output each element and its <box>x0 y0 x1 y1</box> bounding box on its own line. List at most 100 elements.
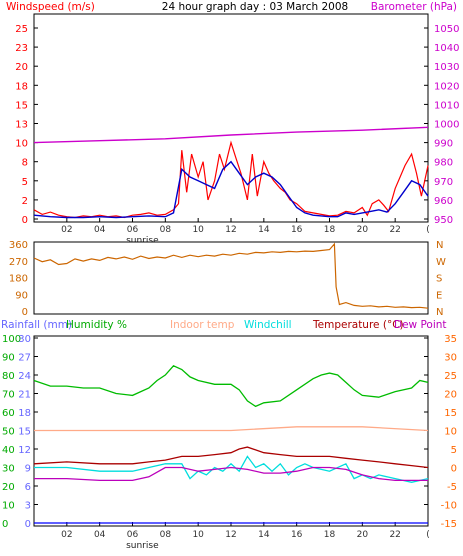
bottom-time-axis: 02 04 06 08 10 12 14 16 18 20 22 (sunrise <box>61 522 430 551</box>
direction-compass-tick: N <box>436 307 443 318</box>
time-tick: 18 <box>324 225 336 235</box>
humidity-tick: 70 <box>2 390 15 401</box>
barometer-tick: 960 <box>434 196 453 207</box>
time-tick: 06 <box>127 225 139 235</box>
humidity-tick: 50 <box>2 427 15 438</box>
time-tick: 12 <box>225 530 236 540</box>
barometer-tick: 980 <box>434 158 453 169</box>
temperature-tick: 35 <box>444 334 457 345</box>
average-windspeed-line <box>33 160 429 219</box>
time-tick: 12 <box>225 225 236 235</box>
humidity-tick: 60 <box>2 408 15 419</box>
direction-compass-tick: E <box>436 290 442 301</box>
temperature-tick: 10 <box>444 427 457 438</box>
legend-indoor-temp: Indoor temp <box>170 319 235 331</box>
barometer-tick: 1030 <box>434 62 459 73</box>
time-tick: 04 <box>94 530 106 540</box>
time-tick: 02 <box>61 225 72 235</box>
rainfall-tick: 18 <box>18 408 31 419</box>
windchill-line <box>34 455 429 483</box>
humidity-tick: 0 <box>2 519 8 530</box>
direction-degree-tick: 0 <box>22 307 28 318</box>
time-tick: 16 <box>291 530 303 540</box>
direction-compass-tick: W <box>436 257 446 268</box>
legend-windchill: Windchill <box>244 319 292 331</box>
legend-temperature: Temperature (°C) <box>312 319 404 331</box>
barometer-tick: 1040 <box>434 43 459 54</box>
rainfall-tick: 24 <box>18 371 31 382</box>
wind-panel-frame <box>33 13 429 223</box>
humidity-tick: 40 <box>2 445 15 456</box>
windspeed-tick: 5 <box>22 177 28 188</box>
time-tick: 20 <box>357 530 369 540</box>
time-tick: 10 <box>192 530 204 540</box>
barometer-tick-labels: 950 960 970 980 990 1000 1010 1020 1030 1040 1050 <box>424 24 459 226</box>
time-tick: ( <box>426 530 430 540</box>
time-tick: 08 <box>160 225 172 235</box>
chart-title: 24 hour graph day : 03 March 2008 <box>162 1 348 13</box>
rainfall-tick: 12 <box>18 445 31 456</box>
barometer-tick: 1020 <box>434 81 459 92</box>
sunrise-label: sunrise <box>126 541 159 551</box>
windspeed-tick: 2 <box>22 196 28 207</box>
time-tick: 06 <box>127 530 139 540</box>
humidity-tick: 30 <box>2 464 15 475</box>
windspeed-tick: 15 <box>15 100 28 111</box>
barometer-tick: 970 <box>434 177 453 188</box>
temperature-tick: 20 <box>444 390 457 401</box>
time-tick: 02 <box>61 530 72 540</box>
rainfall-tick: 27 <box>18 353 31 364</box>
temperature-tick: 15 <box>444 408 457 419</box>
time-tick: 22 <box>389 530 400 540</box>
humidity-tick: 80 <box>2 371 15 382</box>
indoor-temp-line <box>34 426 429 432</box>
time-tick: 04 <box>94 225 106 235</box>
legend-rainfall: Rainfall (mm) <box>1 319 72 331</box>
wind-series <box>33 126 429 219</box>
windspeed-tick: 13 <box>15 120 28 131</box>
windspeed-tick: 0 <box>22 215 28 226</box>
temperature-tick: -15 <box>441 519 457 530</box>
dew-point-line <box>34 466 428 482</box>
humidity-tick: 90 <box>2 353 15 364</box>
direction-degree-tick: 360 <box>9 240 28 251</box>
temperature-tick-labels: -15 -10 -5 0 5 10 15 20 25 30 35 <box>424 334 457 530</box>
time-tick: 22 <box>389 225 400 235</box>
time-tick: 16 <box>291 225 303 235</box>
rainfall-tick: 21 <box>18 390 31 401</box>
rainfall-tick: 3 <box>25 501 31 512</box>
rainfall-tick: 6 <box>25 482 31 493</box>
legend-dew-point: Dew Point <box>394 319 447 331</box>
humidity-tick: 20 <box>2 482 15 493</box>
humidity-tick: 10 <box>2 501 15 512</box>
direction-degree-tick: 90 <box>15 290 28 301</box>
temperature-tick: 5 <box>451 445 457 456</box>
rainfall-tick: 9 <box>25 464 31 475</box>
direction-panel-frame <box>33 241 429 315</box>
windspeed-tick: 8 <box>22 158 28 169</box>
temperature-tick: -5 <box>447 482 457 493</box>
time-tick: 20 <box>357 225 369 235</box>
windspeed-axis-label: Windspeed (m/s) <box>6 1 95 13</box>
barometer-tick: 1010 <box>434 100 459 111</box>
time-tick: 08 <box>160 530 172 540</box>
rainfall-tick: 0 <box>25 519 31 530</box>
top-time-axis: 02 04 06 08 10 12 14 16 18 20 22 (sunrise <box>61 218 430 246</box>
direction-degree-tick: 270 <box>9 257 28 268</box>
barometer-tick: 990 <box>434 139 453 150</box>
temperature-line <box>33 446 429 469</box>
humidity-tick-labels: 0 10 20 30 40 50 60 70 80 90 100 <box>2 334 21 530</box>
time-tick: 10 <box>192 225 204 235</box>
temp-humidity-series <box>33 365 429 524</box>
windspeed-tick: 25 <box>15 24 28 35</box>
rainfall-tick: 15 <box>18 427 31 438</box>
time-tick: ( <box>426 225 430 235</box>
windspeed-line <box>33 140 429 219</box>
temperature-tick: -10 <box>441 501 457 512</box>
temperature-tick: 30 <box>444 353 457 364</box>
barometer-line <box>33 126 429 144</box>
rainfall-tick-labels: 0 3 6 9 12 15 18 21 24 27 30 <box>18 334 38 530</box>
